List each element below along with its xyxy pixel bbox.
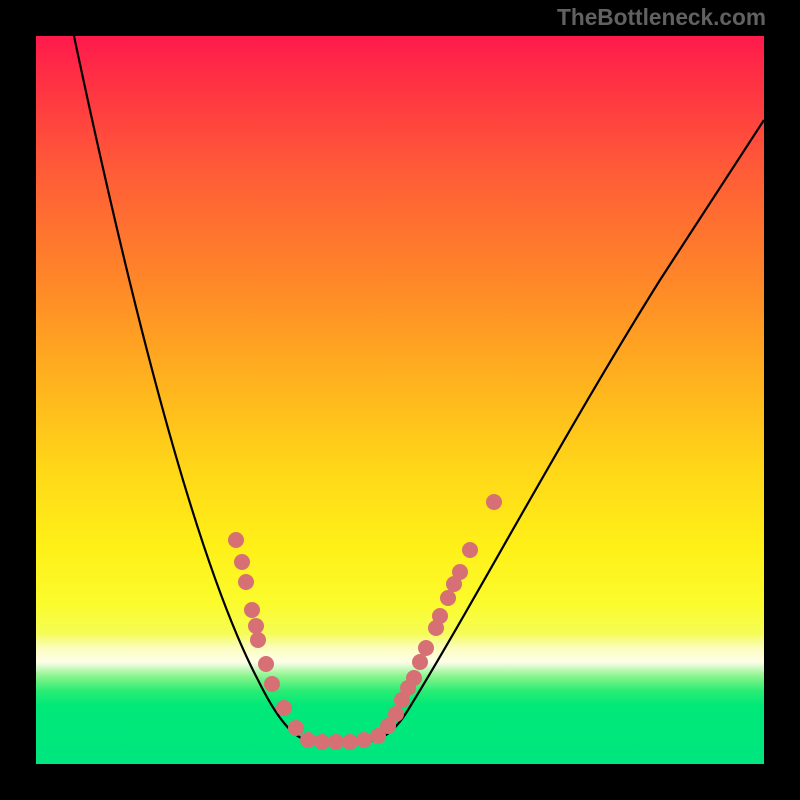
marker-point — [300, 732, 316, 748]
marker-point — [412, 654, 428, 670]
marker-point — [440, 590, 456, 606]
marker-point — [288, 720, 304, 736]
bottleneck-curve-left — [74, 36, 360, 742]
marker-point — [418, 640, 434, 656]
marker-point — [258, 656, 274, 672]
overlay-svg — [0, 0, 800, 800]
marker-point — [248, 618, 264, 634]
marker-point — [234, 554, 250, 570]
marker-point — [264, 676, 280, 692]
marker-point — [238, 574, 254, 590]
marker-point — [388, 706, 404, 722]
marker-point — [406, 670, 422, 686]
marker-point — [250, 632, 266, 648]
marker-point — [314, 734, 330, 750]
marker-point — [342, 734, 358, 750]
marker-point — [244, 602, 260, 618]
marker-point — [452, 564, 468, 580]
marker-point — [276, 700, 292, 716]
marker-point — [486, 494, 502, 510]
marker-point — [462, 542, 478, 558]
canvas: TheBottleneck.com — [0, 0, 800, 800]
marker-point — [356, 732, 372, 748]
marker-point — [228, 532, 244, 548]
marker-point — [328, 734, 344, 750]
watermark-text: TheBottleneck.com — [557, 4, 766, 31]
marker-point — [432, 608, 448, 624]
